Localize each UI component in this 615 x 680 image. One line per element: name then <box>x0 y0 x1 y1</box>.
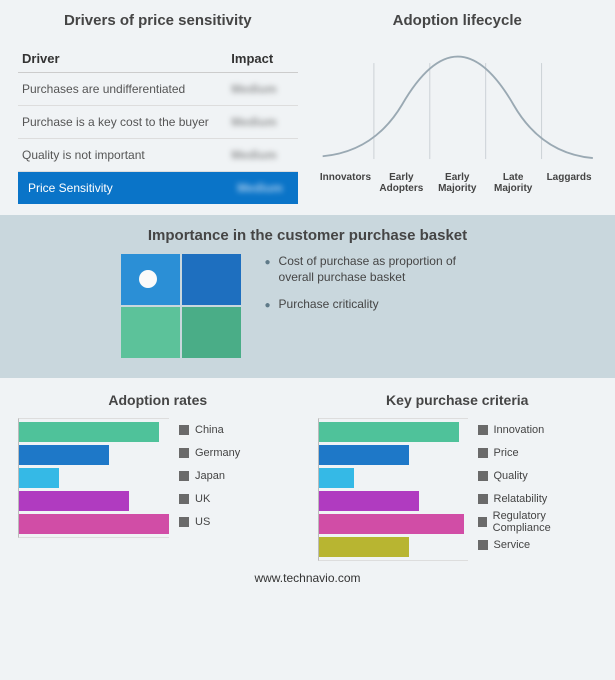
quadrant-cell <box>182 307 241 358</box>
quadrant-cell <box>182 254 241 305</box>
lifecycle-label: Innovators <box>318 170 374 196</box>
criteria-title: Key purchase criteria <box>318 392 598 408</box>
legend-label: China <box>195 424 224 436</box>
legend-item: Price <box>478 441 598 464</box>
basket-quadrant <box>121 254 241 358</box>
legend-item: Service <box>478 533 598 556</box>
quadrant-marker <box>139 270 157 288</box>
legend-label: Innovation <box>494 424 545 436</box>
bar <box>19 445 109 465</box>
adoption-legend: China Germany Japan UK US <box>179 418 240 533</box>
quadrant-cell <box>121 307 180 358</box>
legend-item: Innovation <box>478 418 598 441</box>
bar <box>19 468 59 488</box>
legend-label: Regulatory Compliance <box>493 510 597 534</box>
bar <box>319 422 459 442</box>
impact-cell: Medium <box>227 106 297 139</box>
drivers-table: Driver Impact Purchases are undifferenti… <box>18 45 298 204</box>
driver-cell: Quality is not important <box>18 139 227 172</box>
drivers-panel: Drivers of price sensitivity Driver Impa… <box>18 12 298 205</box>
legend-label: Service <box>494 539 531 551</box>
bar <box>19 422 159 442</box>
legend-swatch <box>478 425 488 435</box>
criteria-legend: Innovation Price Quality Relatability Regula… <box>478 418 598 556</box>
drivers-col-driver: Driver <box>18 45 227 73</box>
legend-swatch <box>179 494 189 504</box>
legend-item: Relatability <box>478 487 598 510</box>
summary-impact: Medium <box>227 172 297 205</box>
lifecycle-chart <box>318 45 598 165</box>
table-row: Purchase is a key cost to the buyerMediu… <box>18 106 298 139</box>
legend-item: US <box>179 510 240 533</box>
basket-title: Importance in the customer purchase bask… <box>18 227 597 244</box>
drivers-title: Drivers of price sensitivity <box>18 12 298 29</box>
adoption-title: Adoption rates <box>18 392 298 408</box>
table-row: Quality is not importantMedium <box>18 139 298 172</box>
legend-swatch <box>478 517 487 527</box>
legend-label: Japan <box>195 470 225 482</box>
basket-legend-item: Purchase criticality <box>265 297 495 313</box>
adoption-rates-panel: Adoption rates China Germany Japan UK US <box>18 392 298 561</box>
summary-driver: Price Sensitivity <box>18 172 227 205</box>
lifecycle-label: EarlyAdopters <box>373 170 429 196</box>
bar <box>319 445 409 465</box>
legend-swatch <box>179 448 189 458</box>
impact-cell: Medium <box>227 139 297 172</box>
legend-item: China <box>179 418 240 441</box>
driver-cell: Purchases are undifferentiated <box>18 73 227 106</box>
legend-label: Germany <box>195 447 240 459</box>
basket-legend: Cost of purchase as proportion of overal… <box>265 254 495 325</box>
table-row: Purchases are undifferentiatedMedium <box>18 73 298 106</box>
legend-label: US <box>195 516 210 528</box>
legend-swatch <box>478 494 488 504</box>
legend-label: Relatability <box>494 493 548 505</box>
legend-swatch <box>179 425 189 435</box>
lifecycle-label: LateMajority <box>485 170 541 196</box>
bar <box>19 491 129 511</box>
lifecycle-title: Adoption lifecycle <box>318 12 598 29</box>
legend-swatch <box>478 540 488 550</box>
bar <box>319 468 354 488</box>
legend-swatch <box>478 448 488 458</box>
legend-item: Regulatory Compliance <box>478 510 598 533</box>
basket-panel: Importance in the customer purchase bask… <box>0 215 615 378</box>
bar <box>319 514 464 534</box>
lifecycle-panel: Adoption lifecycle InnovatorsEarlyAdopte… <box>318 12 598 205</box>
legend-swatch <box>179 471 189 481</box>
legend-label: UK <box>195 493 210 505</box>
lifecycle-label: Laggards <box>541 170 597 196</box>
criteria-bars <box>318 418 468 561</box>
legend-item: Japan <box>179 464 240 487</box>
impact-cell: Medium <box>227 73 297 106</box>
driver-cell: Purchase is a key cost to the buyer <box>18 106 227 139</box>
summary-row: Price SensitivityMedium <box>18 172 298 205</box>
bar <box>319 537 409 557</box>
drivers-col-impact: Impact <box>227 45 297 73</box>
legend-swatch <box>478 471 488 481</box>
legend-swatch <box>179 517 189 527</box>
footer-text: www.technavio.com <box>0 565 615 595</box>
legend-item: Quality <box>478 464 598 487</box>
criteria-panel: Key purchase criteria Innovation Price Qua… <box>318 392 598 561</box>
lifecycle-labels: InnovatorsEarlyAdoptersEarlyMajorityLate… <box>318 170 598 196</box>
legend-label: Price <box>494 447 519 459</box>
basket-legend-item: Cost of purchase as proportion of overal… <box>265 254 495 285</box>
lifecycle-label: EarlyMajority <box>429 170 485 196</box>
bar <box>19 514 169 534</box>
adoption-bars <box>18 418 169 538</box>
legend-label: Quality <box>494 470 528 482</box>
bar <box>319 491 419 511</box>
legend-item: Germany <box>179 441 240 464</box>
legend-item: UK <box>179 487 240 510</box>
